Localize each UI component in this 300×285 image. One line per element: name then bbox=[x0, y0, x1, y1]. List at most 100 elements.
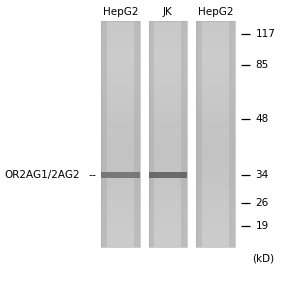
Bar bbox=[148, 168, 187, 171]
Bar bbox=[196, 78, 235, 81]
Bar bbox=[101, 227, 140, 230]
Bar bbox=[101, 168, 140, 171]
Bar bbox=[101, 213, 140, 216]
Bar bbox=[101, 131, 140, 134]
Bar bbox=[196, 199, 235, 202]
Bar bbox=[101, 230, 140, 233]
Bar bbox=[196, 89, 235, 92]
Bar bbox=[196, 227, 235, 230]
Bar bbox=[196, 205, 235, 208]
Text: 117: 117 bbox=[256, 29, 275, 39]
Bar bbox=[196, 171, 235, 174]
Bar bbox=[196, 210, 235, 213]
Bar bbox=[101, 236, 140, 239]
Bar bbox=[196, 86, 235, 89]
Bar bbox=[101, 97, 140, 100]
Bar bbox=[196, 75, 235, 78]
Bar bbox=[196, 230, 235, 233]
Bar bbox=[148, 227, 187, 230]
Bar bbox=[148, 216, 187, 219]
Bar bbox=[148, 49, 187, 52]
Bar bbox=[148, 154, 187, 157]
Bar bbox=[196, 207, 235, 211]
Bar bbox=[101, 86, 140, 89]
Bar bbox=[101, 72, 140, 75]
Text: HepG2: HepG2 bbox=[198, 7, 233, 17]
Bar bbox=[101, 162, 140, 165]
Bar bbox=[196, 64, 235, 67]
Bar bbox=[196, 46, 235, 50]
Bar bbox=[148, 64, 187, 67]
Bar bbox=[148, 89, 187, 92]
Bar bbox=[148, 41, 187, 44]
Bar bbox=[148, 172, 187, 178]
Bar bbox=[101, 171, 140, 174]
Bar bbox=[196, 193, 235, 196]
Bar bbox=[148, 140, 187, 143]
Text: HepG2: HepG2 bbox=[103, 7, 138, 17]
Bar bbox=[101, 64, 140, 67]
Bar bbox=[148, 128, 187, 131]
Bar bbox=[101, 69, 140, 72]
Bar bbox=[196, 176, 235, 180]
Bar bbox=[148, 239, 187, 242]
Bar bbox=[101, 38, 140, 41]
Bar bbox=[196, 219, 235, 222]
Bar bbox=[148, 162, 187, 165]
Bar bbox=[196, 49, 235, 52]
Bar bbox=[148, 38, 187, 41]
Bar bbox=[101, 159, 140, 162]
Bar bbox=[196, 100, 235, 103]
Bar bbox=[101, 207, 140, 211]
Text: 48: 48 bbox=[256, 113, 269, 123]
Bar bbox=[148, 148, 187, 151]
Bar bbox=[148, 145, 187, 148]
Bar bbox=[101, 21, 140, 24]
Bar bbox=[148, 83, 187, 86]
Bar bbox=[148, 188, 187, 191]
Bar bbox=[148, 230, 187, 233]
Bar bbox=[148, 196, 187, 199]
Bar bbox=[148, 221, 187, 225]
Bar bbox=[148, 233, 187, 236]
Bar bbox=[196, 216, 235, 219]
Bar bbox=[148, 27, 187, 30]
Bar bbox=[196, 95, 235, 98]
Bar bbox=[148, 111, 187, 115]
Bar bbox=[196, 27, 235, 30]
Bar bbox=[101, 165, 140, 168]
Bar bbox=[148, 117, 187, 120]
Bar bbox=[101, 117, 140, 120]
Bar bbox=[101, 120, 140, 123]
Bar bbox=[101, 80, 140, 84]
Bar bbox=[148, 236, 187, 239]
Bar bbox=[196, 120, 235, 123]
Bar bbox=[196, 241, 235, 244]
Bar bbox=[101, 58, 140, 61]
Bar bbox=[101, 35, 140, 38]
Bar bbox=[148, 151, 187, 154]
Bar bbox=[148, 44, 187, 47]
Bar bbox=[148, 103, 187, 106]
Bar bbox=[148, 157, 187, 160]
Bar bbox=[196, 21, 235, 24]
Bar bbox=[148, 137, 187, 140]
Bar bbox=[101, 75, 140, 78]
Bar bbox=[196, 165, 235, 168]
Bar bbox=[148, 171, 187, 174]
Text: 34: 34 bbox=[256, 170, 269, 180]
Bar bbox=[196, 58, 235, 61]
Bar bbox=[148, 224, 187, 227]
Bar bbox=[101, 190, 140, 194]
Bar bbox=[196, 103, 235, 106]
Bar bbox=[148, 213, 187, 216]
Bar bbox=[182, 21, 187, 247]
Bar bbox=[196, 97, 235, 100]
Bar bbox=[196, 21, 235, 247]
Text: (kD): (kD) bbox=[253, 254, 275, 264]
Bar bbox=[196, 182, 235, 185]
Bar bbox=[148, 100, 187, 103]
Bar bbox=[148, 61, 187, 64]
Bar bbox=[148, 69, 187, 72]
Bar bbox=[101, 148, 140, 151]
